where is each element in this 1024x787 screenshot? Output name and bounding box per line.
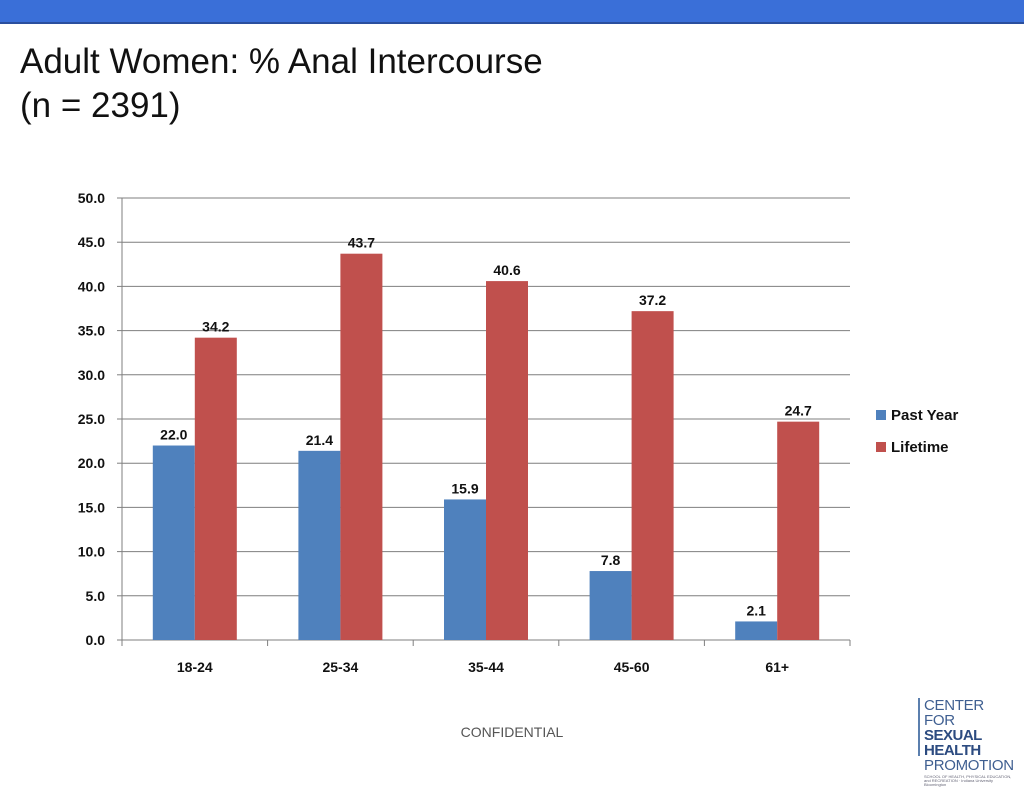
x-tick-label: 18-24 [177, 659, 213, 675]
data-label: 37.2 [639, 292, 666, 308]
center-logo: CENTER FOR SEXUAL HEALTH PROMOTION SCHOO… [918, 697, 1016, 787]
top-accent-bar [0, 0, 1024, 24]
bar [486, 281, 528, 640]
y-tick-label: 20.0 [78, 455, 105, 471]
bar [735, 621, 778, 640]
y-tick-label: 50.0 [78, 190, 105, 206]
y-tick-label: 15.0 [78, 499, 105, 515]
y-tick-label: 35.0 [78, 323, 105, 339]
bar [340, 253, 383, 640]
x-tick-label: 45-60 [614, 659, 650, 675]
legend-label: Past Year [891, 407, 958, 424]
legend-swatch [876, 410, 886, 420]
bar [298, 450, 341, 640]
y-tick-label: 10.0 [78, 544, 105, 560]
slide-title: Adult Women: % Anal Intercourse (n = 239… [20, 40, 543, 128]
y-tick-label: 40.0 [78, 278, 105, 294]
bar [444, 499, 486, 640]
x-tick-label: 35-44 [468, 659, 504, 675]
logo-line-1: CENTER FOR [924, 697, 984, 729]
data-label: 15.9 [451, 480, 478, 496]
data-label: 40.6 [493, 262, 520, 278]
bar [194, 337, 237, 640]
bar [777, 421, 820, 640]
confidential-footer: CONFIDENTIAL [460, 724, 564, 740]
data-label: 22.0 [160, 427, 187, 443]
slide-title-line-2: (n = 2391) [20, 86, 181, 125]
bar [152, 445, 195, 640]
x-tick-label: 25-34 [322, 659, 358, 675]
logo-line-2: SEXUAL HEALTH [924, 727, 982, 759]
legend-swatch [876, 442, 886, 452]
data-label: 21.4 [306, 432, 333, 448]
logo-line-4: SCHOOL OF HEALTH, PHYSICAL EDUCATION, an… [924, 774, 1012, 787]
x-tick-label: 61+ [765, 659, 789, 675]
y-tick-label: 25.0 [78, 411, 105, 427]
y-tick-label: 45.0 [78, 234, 105, 250]
bar [589, 571, 632, 640]
data-label: 43.7 [348, 235, 375, 251]
slide-title-line-1: Adult Women: % Anal Intercourse [20, 42, 543, 81]
y-tick-label: 30.0 [78, 367, 105, 383]
data-label: 24.7 [785, 403, 812, 419]
logo-line-3: PROMOTION [924, 757, 1014, 774]
bar-chart: 0.0 5.0 10.0 15.0 20.0 25.0 30.0 35.0 40.0 45.0 50… [78, 190, 959, 675]
data-label: 34.2 [202, 319, 229, 335]
bar [631, 311, 674, 640]
y-tick-label: 0.0 [86, 632, 106, 648]
y-tick-label: 5.0 [86, 588, 106, 604]
data-label: 2.1 [746, 602, 766, 618]
data-label: 7.8 [601, 552, 621, 568]
legend-label: Lifetime [891, 439, 949, 456]
